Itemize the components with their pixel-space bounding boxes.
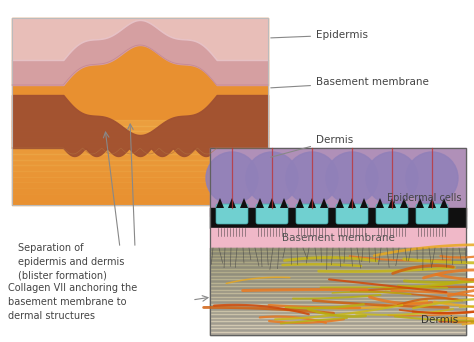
Polygon shape (268, 198, 276, 208)
Text: Dermis: Dermis (421, 315, 458, 325)
Polygon shape (320, 198, 328, 208)
Text: Epidermal cells: Epidermal cells (388, 193, 462, 203)
Polygon shape (280, 198, 288, 208)
Text: Dermis: Dermis (271, 135, 353, 157)
Polygon shape (428, 198, 436, 208)
Polygon shape (308, 198, 316, 208)
FancyBboxPatch shape (216, 204, 248, 224)
Polygon shape (360, 198, 368, 208)
Polygon shape (296, 198, 304, 208)
Polygon shape (400, 198, 408, 208)
Circle shape (406, 152, 458, 204)
FancyBboxPatch shape (256, 204, 288, 224)
Polygon shape (228, 198, 236, 208)
Text: Epidermis: Epidermis (271, 30, 368, 40)
Bar (210, 148, 466, 335)
Polygon shape (376, 198, 384, 208)
Bar (12, 18, 268, 205)
Text: Basement membrane: Basement membrane (282, 233, 394, 243)
FancyBboxPatch shape (376, 204, 408, 224)
Circle shape (246, 152, 298, 204)
Polygon shape (440, 198, 448, 208)
Circle shape (326, 152, 378, 204)
FancyBboxPatch shape (416, 204, 448, 224)
Text: Basement membrane: Basement membrane (271, 77, 429, 88)
Polygon shape (256, 198, 264, 208)
Polygon shape (416, 198, 424, 208)
FancyBboxPatch shape (296, 204, 328, 224)
Circle shape (206, 152, 258, 204)
Circle shape (286, 152, 338, 204)
Circle shape (366, 152, 418, 204)
Polygon shape (216, 198, 224, 208)
Polygon shape (348, 198, 356, 208)
Polygon shape (388, 198, 396, 208)
FancyBboxPatch shape (336, 204, 368, 224)
Polygon shape (336, 198, 344, 208)
Text: Separation of
epidermis and dermis
(blister formation): Separation of epidermis and dermis (blis… (18, 243, 124, 281)
Polygon shape (240, 198, 248, 208)
Text: Collagen VII anchoring the
basement membrane to
dermal structures: Collagen VII anchoring the basement memb… (8, 283, 137, 321)
